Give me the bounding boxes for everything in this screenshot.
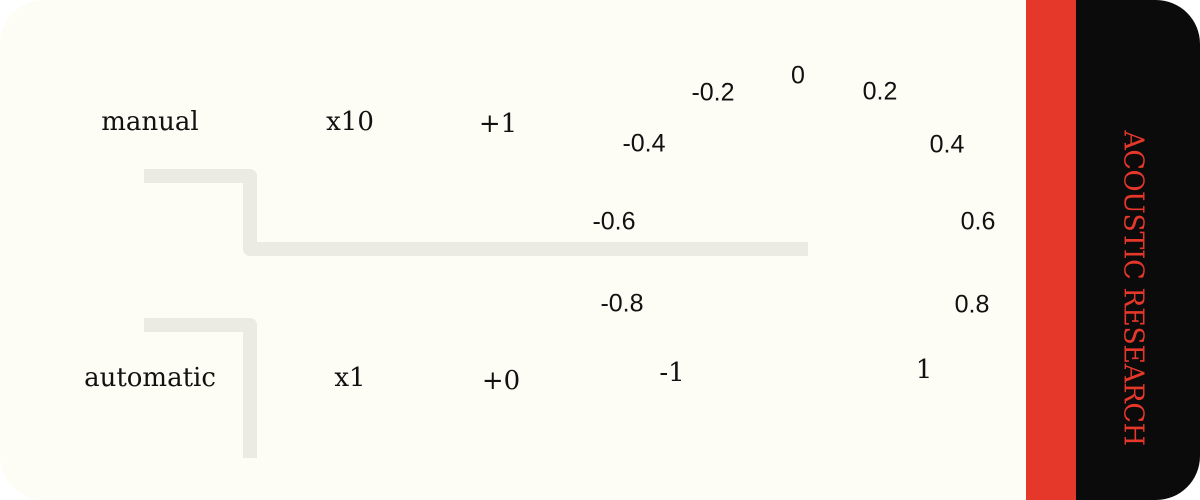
dial-label: -0.6 [592,207,636,236]
dial-label: -0.4 [622,129,666,158]
mode-automatic-label: automatic [84,363,216,393]
offset-plus1-label: +1 [478,109,518,139]
mode-manual-label: manual [101,107,199,137]
dial-label: 0.2 [862,77,898,106]
dial-label: -1 [659,358,685,388]
dial-label: 0.4 [929,130,965,159]
dial-label: -0.8 [600,289,644,318]
black-side-panel [1076,0,1200,500]
mode-switch-track[interactable] [144,169,808,256]
range-switch-track[interactable] [144,318,257,458]
red-trim-strip [1026,0,1076,500]
brand-label: ACOUSTIC RESEARCH [1117,130,1149,446]
dial-label: 0.6 [960,207,996,236]
dial-label: 1 [915,355,933,385]
multiplier-x10-label: x10 [326,107,374,137]
switch-tracks [144,169,808,458]
dial-label: 0.8 [954,290,990,319]
dial-label: 0 [791,61,805,90]
offset-plus0-label: +0 [481,366,521,396]
dial-label: -0.2 [691,78,735,107]
multiplier-x1-label: x1 [334,363,366,393]
